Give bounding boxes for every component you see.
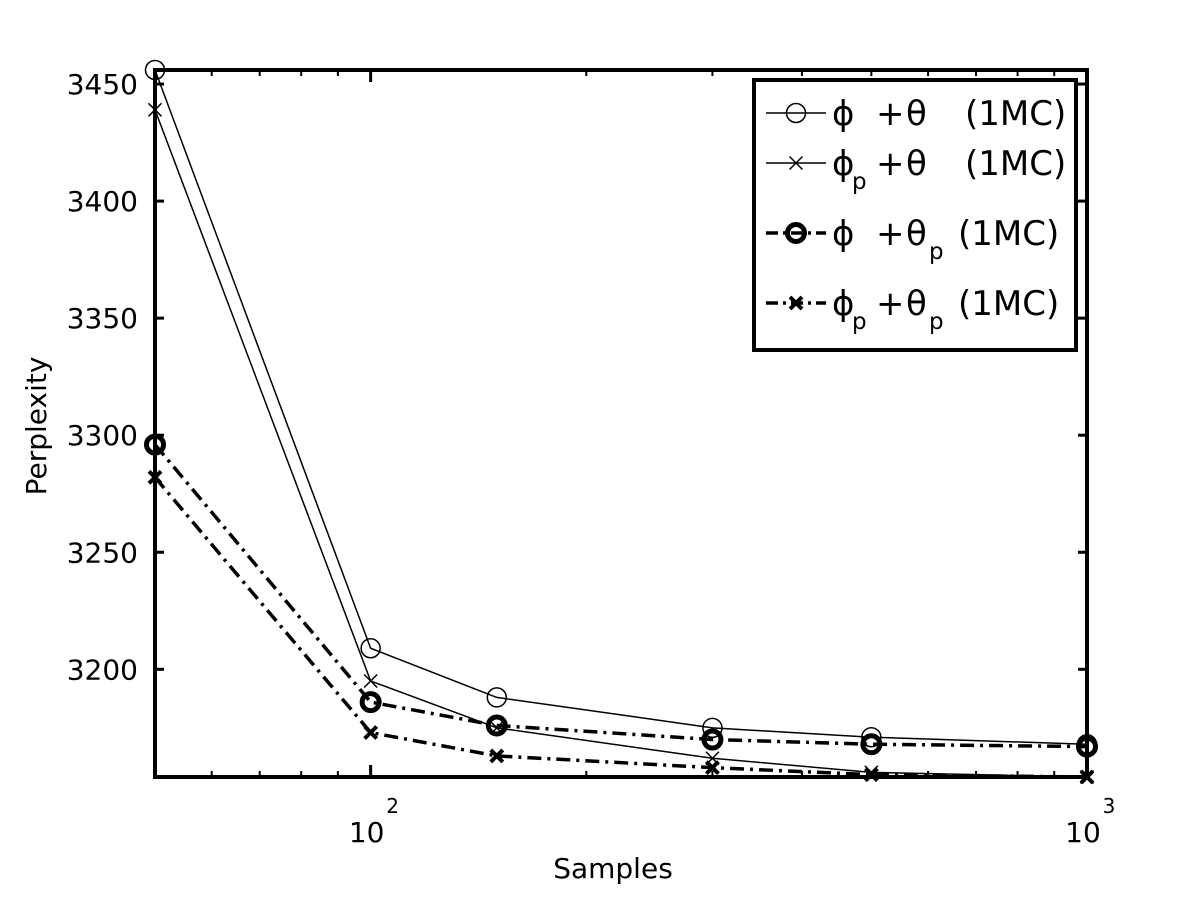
legend: ϕ + θ (1MC)ϕp + θ (1MC)ϕ + θ p (1MC)ϕp + θ p (1MC) xyxy=(752,78,1078,352)
legend-plus-sign: + xyxy=(876,94,905,134)
series-3-point xyxy=(860,733,883,756)
x-marker-stroke xyxy=(788,295,804,311)
series-3-point xyxy=(359,691,382,714)
legend-theta-subscript: p xyxy=(929,309,944,335)
legend-plus-sign: + xyxy=(876,144,905,184)
circle-marker xyxy=(785,102,807,124)
x-tick-label: 10 xyxy=(349,816,385,849)
legend-suffix-text: (1MC) xyxy=(958,214,1059,254)
x-marker-stroke xyxy=(363,725,379,740)
x-tick-label: 10 xyxy=(1065,816,1101,849)
series-2-point xyxy=(363,673,378,689)
legend-plus-sign: + xyxy=(876,214,905,254)
legend-box xyxy=(752,78,1078,352)
legend-suffix-text: (1MC) xyxy=(965,94,1066,134)
circle-marker xyxy=(360,637,381,659)
circle-marker xyxy=(861,726,882,748)
series-4-point xyxy=(705,760,720,776)
y-tick-label: 3300 xyxy=(67,419,138,452)
series-4-point xyxy=(489,748,505,764)
x-marker-stroke xyxy=(489,748,505,764)
legend-phi-subscript: p xyxy=(852,169,867,195)
circle-marker xyxy=(359,691,382,714)
circle-marker xyxy=(485,714,508,737)
legend-suffix-text: (1MC) xyxy=(965,144,1066,184)
series-line-2 xyxy=(155,109,1087,777)
x-tick-exponent: 3 xyxy=(1103,794,1116,818)
legend-phi-symbol: ϕ xyxy=(832,214,854,254)
y-tick-label: 3450 xyxy=(67,68,138,101)
circle-marker xyxy=(486,687,508,708)
series-4-point xyxy=(363,725,379,740)
x-marker-stroke xyxy=(788,155,804,171)
series-1-point xyxy=(486,687,508,708)
circle-marker xyxy=(702,717,723,739)
legend-theta-symbol: θ xyxy=(906,214,927,254)
y-tick-label: 3250 xyxy=(67,536,138,569)
legend-item-3: ϕ + θ p (1MC) xyxy=(766,214,1059,265)
x-marker-stroke xyxy=(363,673,378,689)
legend-theta-symbol: θ xyxy=(906,144,927,184)
series-3-point xyxy=(701,728,724,751)
y-axis-label: Perplexity xyxy=(20,357,53,496)
plot-area-frame xyxy=(153,68,1089,779)
legend-theta-subscript: p xyxy=(929,239,944,265)
y-tick-label: 3400 xyxy=(67,185,138,218)
legend-phi-subscript: p xyxy=(852,309,867,335)
legend-phi-symbol: ϕ xyxy=(832,94,854,134)
legend-plus-sign: + xyxy=(876,284,905,324)
legend-phi-symbol: ϕ xyxy=(832,144,854,184)
legend-theta-symbol: θ xyxy=(906,284,927,324)
legend-item-1: ϕ + θ (1MC) xyxy=(766,94,1066,134)
legend-item-4: ϕp + θ p (1MC) xyxy=(766,284,1059,335)
series-3-point xyxy=(485,714,508,737)
x-axis-label: Samples xyxy=(553,852,673,885)
y-tick-label: 3200 xyxy=(67,653,138,686)
series-line-3 xyxy=(155,443,1087,749)
circle-marker xyxy=(785,222,807,244)
circle-marker xyxy=(701,728,724,751)
x-marker-stroke xyxy=(705,760,720,776)
legend-suffix-text: (1MC) xyxy=(958,284,1059,324)
legend-entries: ϕ + θ (1MC)ϕp + θ (1MC)ϕ + θ p (1MC)ϕp + θ p (1MC) xyxy=(766,94,1066,335)
series-line-1 xyxy=(155,69,1087,745)
y-tick-label: 3350 xyxy=(67,302,138,335)
series-1-point xyxy=(702,717,723,739)
x-tick-exponent: 2 xyxy=(386,794,399,818)
series-1-point xyxy=(360,637,381,659)
legend-phi-symbol: ϕ xyxy=(832,284,854,324)
circle-marker xyxy=(860,733,883,756)
legend-item-2: ϕp + θ (1MC) xyxy=(766,144,1066,195)
series-1-point xyxy=(861,726,882,748)
legend-theta-symbol: θ xyxy=(906,94,927,134)
